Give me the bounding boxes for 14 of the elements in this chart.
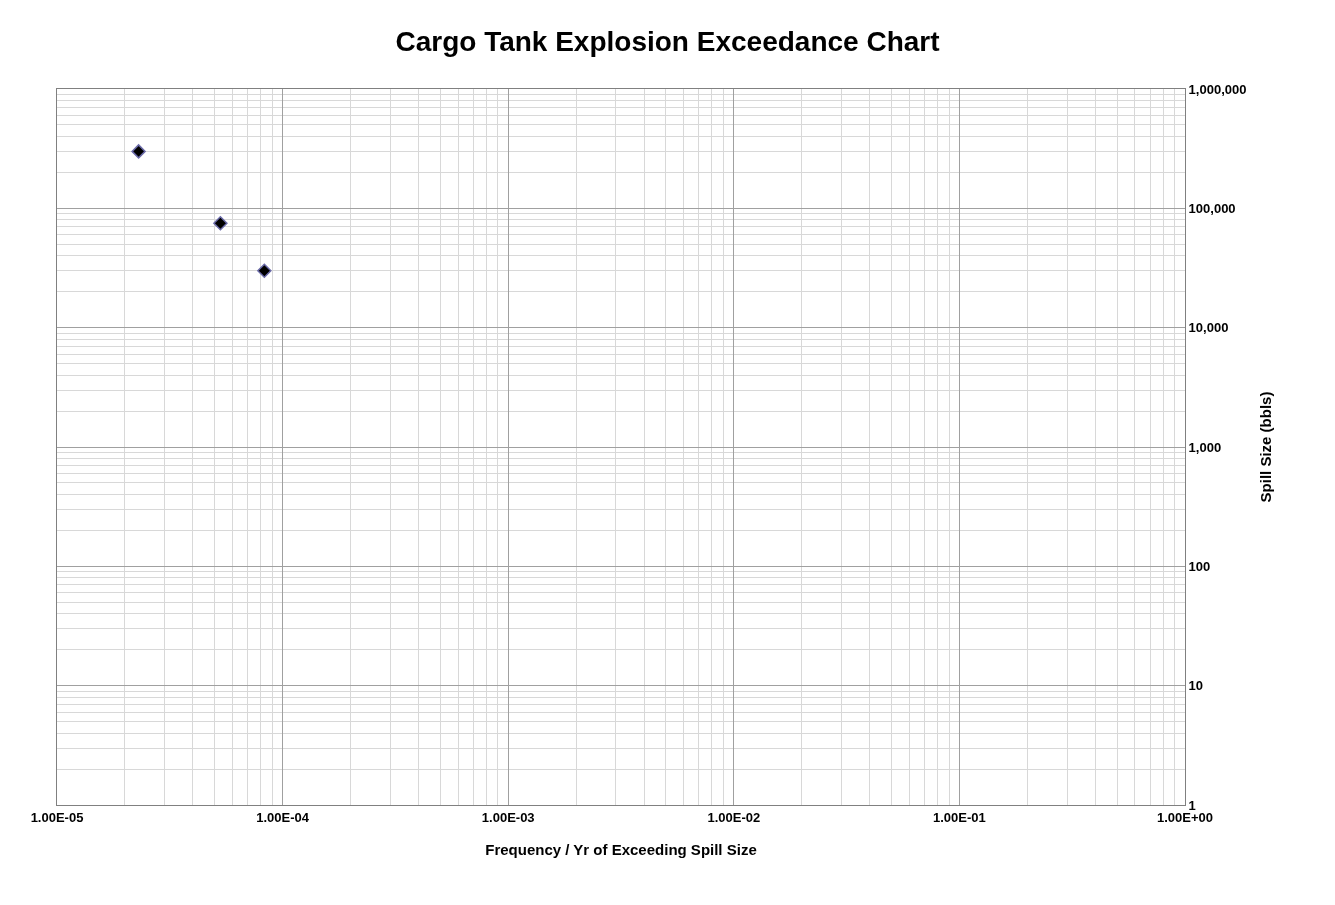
- chart-title: Cargo Tank Explosion Exceedance Chart: [395, 26, 940, 58]
- y-tick-label: 10,000: [1188, 320, 1229, 336]
- x-tick-label: 1.00E-02: [707, 809, 761, 825]
- x-axis-title: Frequency / Yr of Exceeding Spill Size: [485, 840, 757, 858]
- x-tick-label: 1.00E-05: [30, 809, 84, 825]
- x-tick-label: 1.00E-01: [933, 809, 986, 825]
- x-tick-label: 1.00E-04: [256, 809, 310, 825]
- y-tick-label: 100: [1188, 558, 1211, 574]
- y-tick-label: 1,000: [1188, 439, 1222, 455]
- x-tick-label: 1.00E-03: [481, 809, 535, 825]
- y-tick-label: 10: [1188, 678, 1204, 694]
- y-axis-title: Spill Size (bbls): [1257, 391, 1275, 503]
- y-tick-label: 100,000: [1188, 200, 1236, 216]
- y-tick-label: 1,000,000: [1188, 81, 1247, 97]
